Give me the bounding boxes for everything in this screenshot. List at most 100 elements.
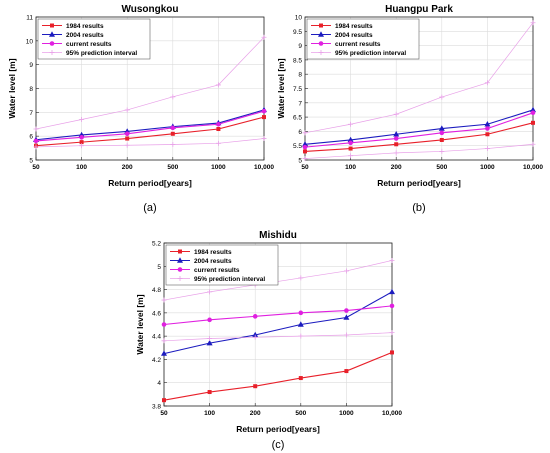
legend-label: 95% prediction interval [66, 50, 137, 57]
y-tick-label: 4.8 [152, 287, 161, 294]
legend-label: 2004 results [194, 258, 232, 265]
x-tick-label: 100 [345, 164, 356, 171]
series [161, 303, 395, 327]
data-point [393, 150, 399, 156]
data-point [161, 350, 167, 356]
series-line [35, 37, 265, 130]
chart-panel: Mishidu 3.8 4 4.2 4.4 4.6 4.8 5 5.2 50 100 200 500 10… [135, 230, 402, 451]
data-point [216, 127, 221, 132]
y-tick-label: 5.5 [293, 143, 302, 150]
panel-caption: (a) [143, 202, 156, 214]
x-tick-label: 200 [250, 410, 261, 417]
data-point [343, 332, 349, 338]
data-point [344, 369, 349, 374]
data-point [343, 314, 350, 320]
series-line [163, 291, 393, 355]
series-line [304, 112, 534, 148]
series [162, 350, 394, 403]
y-tick-label: 4.4 [152, 334, 161, 341]
data-point [297, 321, 304, 327]
data-point [344, 308, 349, 313]
y-tick-label: 4.6 [152, 310, 161, 317]
data-point [170, 94, 176, 100]
y-tick-label: 8.5 [293, 57, 302, 64]
series [33, 108, 267, 144]
data-point [318, 50, 324, 55]
data-point [393, 136, 399, 141]
series-line [35, 138, 265, 148]
x-tick-label: 100 [204, 410, 215, 417]
data-point [252, 331, 259, 338]
y-tick-label: 5.2 [152, 241, 161, 248]
y-tick-label: 9 [29, 62, 33, 69]
data-point [439, 148, 445, 154]
y-tick-label: 10 [295, 15, 303, 22]
data-point [485, 126, 490, 131]
data-point [170, 142, 176, 148]
data-point [178, 249, 182, 254]
data-point [79, 116, 85, 122]
data-point [49, 50, 55, 55]
y-tick-label: 9.5 [293, 29, 302, 36]
data-point [303, 149, 307, 154]
data-point [394, 142, 399, 147]
data-point [302, 144, 308, 150]
legend-label: current results [335, 41, 381, 48]
x-tick-label: 1000 [339, 410, 354, 417]
y-tick-label: 9 [298, 43, 302, 50]
data-point [348, 121, 354, 127]
data-point [161, 322, 167, 327]
data-point [33, 144, 39, 150]
data-point [261, 108, 267, 114]
series [302, 141, 536, 162]
data-point [530, 106, 536, 113]
panel-caption: (b) [412, 202, 425, 214]
y-tick-label: 11 [26, 15, 33, 22]
data-point [124, 142, 130, 148]
legend-label: 1984 results [66, 23, 104, 30]
data-point [207, 390, 212, 395]
data-point [348, 146, 353, 151]
data-point [177, 267, 183, 272]
data-point [530, 110, 536, 116]
x-tick-label: 100 [76, 164, 87, 171]
x-tick-label: 500 [295, 410, 306, 417]
series-line [35, 109, 265, 141]
data-point [439, 130, 445, 136]
data-point [298, 376, 303, 381]
data-point [393, 131, 400, 137]
series-line [304, 122, 534, 152]
legend: 1984 results 2004 results current results 9… [165, 244, 279, 286]
y-tick-label: 5 [157, 264, 161, 271]
data-point [319, 23, 323, 28]
data-point [207, 317, 212, 323]
data-point [484, 80, 490, 86]
data-point [177, 257, 183, 263]
data-point [438, 125, 445, 131]
legend-label: 1984 results [335, 23, 373, 30]
data-point [298, 333, 304, 339]
data-point [389, 257, 395, 263]
y-tick-label: 6.5 [293, 115, 302, 122]
data-point [207, 335, 213, 341]
y-tick-label: 8 [29, 86, 33, 93]
series [33, 34, 267, 132]
y-tick-label: 5 [29, 158, 33, 165]
series-line [304, 22, 534, 134]
data-point [33, 126, 39, 132]
data-point [343, 268, 349, 274]
x-tick-label: 50 [160, 410, 168, 417]
data-point [261, 34, 267, 40]
x-tick-label: 50 [32, 164, 40, 171]
chart-title: Huangpu Park [385, 4, 453, 15]
legend-label: current results [194, 267, 240, 274]
data-point [252, 314, 258, 319]
series-line [35, 116, 265, 147]
data-point [79, 135, 84, 140]
data-point [393, 111, 399, 117]
x-tick-label: 10,000 [254, 164, 274, 171]
data-point [262, 115, 266, 120]
legend: 1984 results 2004 results current results 9… [306, 18, 420, 60]
series-line [304, 143, 534, 159]
data-point [484, 146, 490, 152]
